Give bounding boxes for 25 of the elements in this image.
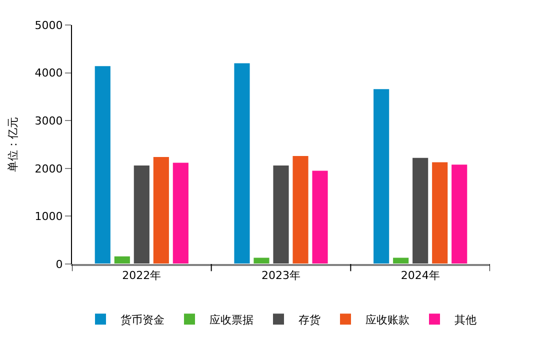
bar — [412, 156, 430, 264]
x-tick-label: 2024年 — [400, 269, 440, 282]
bar — [431, 161, 449, 264]
legend-label: 存货 — [298, 313, 320, 326]
legend-label: 应收票据 — [210, 313, 254, 326]
y-tick-label: 4000 — [34, 66, 63, 80]
legend-label: 其他 — [454, 313, 476, 326]
bar — [172, 162, 190, 264]
legend-label: 应收账款 — [366, 313, 410, 326]
y-tick-label: 3000 — [34, 114, 63, 128]
bar — [152, 156, 170, 264]
y-axis-title: 单位：亿元 — [6, 117, 20, 172]
bar — [94, 65, 112, 264]
y-tick-label: 2000 — [34, 162, 63, 176]
bar — [450, 164, 468, 264]
x-tick-label: 2022年 — [122, 269, 162, 282]
y-tick-label: 5000 — [34, 18, 63, 32]
y-tick-label: 1000 — [34, 210, 63, 224]
bar — [113, 255, 131, 264]
y-tick-label: 0 — [56, 258, 63, 271]
bar — [392, 256, 410, 264]
x-tick-label: 2023年 — [262, 269, 300, 282]
bar — [372, 88, 390, 264]
bar — [132, 164, 150, 264]
legend-label: 货币资金 — [120, 313, 164, 326]
